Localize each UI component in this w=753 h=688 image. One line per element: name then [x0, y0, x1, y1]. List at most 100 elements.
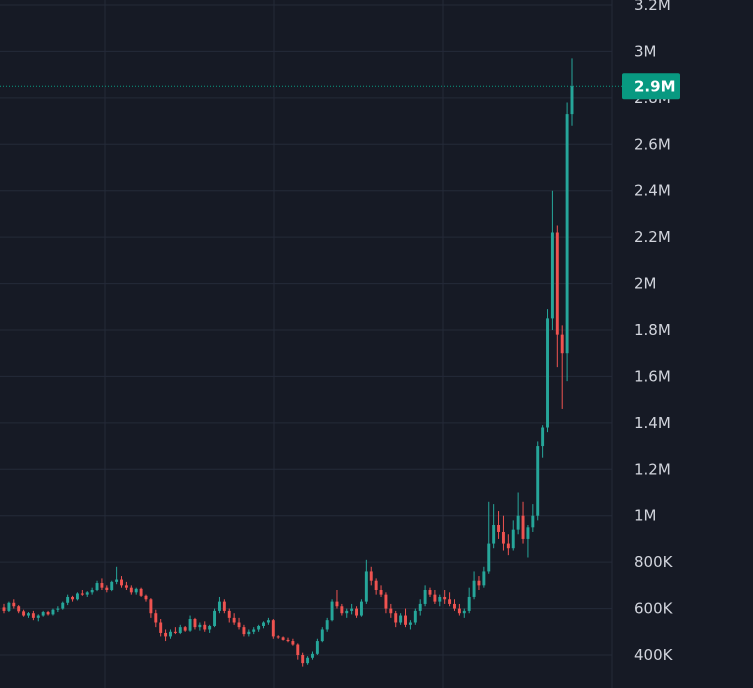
candle-body	[208, 625, 212, 630]
candle-body	[247, 631, 251, 635]
candle	[85, 591, 89, 597]
candle	[139, 587, 143, 597]
candle	[550, 190, 554, 330]
candle-body	[428, 590, 432, 595]
candle	[188, 615, 192, 632]
candle	[497, 511, 501, 539]
candle	[2, 603, 6, 614]
candle-body	[110, 581, 114, 590]
candle-body	[75, 593, 79, 600]
candle-body	[120, 579, 123, 586]
candle-body	[80, 593, 84, 595]
candle	[232, 613, 236, 625]
candle-body	[570, 86, 574, 115]
candle	[462, 608, 466, 618]
candle	[262, 621, 265, 629]
candle	[369, 566, 373, 586]
candle	[531, 504, 535, 532]
candle-body	[379, 590, 383, 595]
candle	[511, 520, 515, 551]
candle-body	[217, 601, 221, 611]
price-axis: 400K 600K 800K 1M 1.2M 1.4M 1.6M 1.8M 2M 2.2M 2.4M…	[634, 0, 674, 664]
candle	[51, 608, 55, 616]
candle-body	[467, 596, 471, 611]
candle	[399, 613, 403, 625]
candle	[492, 504, 496, 549]
candle	[311, 651, 314, 660]
candle-body	[541, 427, 545, 447]
candle-body	[418, 603, 422, 611]
y-tick-label: 1.6M	[634, 367, 671, 385]
candle-body	[188, 619, 192, 631]
candle-body	[41, 612, 45, 616]
candle-body	[149, 599, 153, 614]
candle	[213, 608, 217, 628]
candle-body	[232, 617, 236, 623]
candle	[208, 624, 212, 633]
candle-body	[222, 601, 226, 611]
candle	[428, 587, 432, 597]
candle	[203, 621, 207, 632]
grid-lines	[0, 0, 613, 688]
candle-body	[159, 622, 163, 633]
candle-body	[438, 596, 442, 602]
candle-body	[413, 610, 417, 623]
candle	[359, 599, 363, 617]
candle	[306, 656, 310, 665]
candle	[237, 617, 241, 630]
candle	[570, 58, 574, 126]
y-tick-label: 800K	[634, 553, 674, 571]
candle	[159, 619, 163, 637]
candle-body	[350, 608, 354, 611]
candle-body	[364, 571, 368, 602]
candle-body	[266, 620, 270, 623]
candle-body	[433, 594, 437, 602]
candle	[472, 571, 476, 600]
candle-body	[85, 592, 89, 595]
candle	[320, 627, 324, 643]
candle-body	[374, 580, 378, 590]
candle-body	[193, 619, 197, 628]
last-price-marker: 2.9M	[0, 73, 680, 100]
candle-body	[227, 610, 231, 618]
candle	[36, 614, 40, 622]
candle-body	[335, 601, 339, 607]
candle-body	[311, 653, 314, 658]
y-tick-label: 400K	[634, 646, 674, 664]
candle	[560, 325, 564, 409]
candle-body	[27, 613, 30, 616]
candle-body	[565, 114, 569, 354]
y-tick-label: 1.4M	[634, 414, 671, 432]
candle	[22, 609, 26, 617]
candle-body	[384, 594, 388, 609]
candle-body	[482, 571, 486, 586]
candle	[46, 610, 50, 616]
candle-body	[462, 610, 466, 614]
candle-body	[296, 644, 300, 655]
candle-body	[257, 625, 261, 630]
candle	[242, 624, 246, 637]
candle-body	[345, 610, 349, 614]
candle-body	[369, 571, 373, 581]
candle	[408, 620, 412, 630]
candle-body	[154, 613, 158, 623]
y-tick-label: 1.2M	[634, 460, 671, 478]
candle-body	[516, 515, 520, 530]
candle	[565, 102, 569, 382]
candle	[227, 608, 231, 623]
candle-body	[51, 609, 55, 615]
candle-body	[36, 615, 40, 618]
candle-body	[100, 583, 104, 588]
candle	[506, 534, 510, 556]
candle	[124, 581, 128, 590]
candle-body	[315, 641, 319, 654]
candle-body	[506, 543, 510, 549]
candle	[404, 608, 407, 628]
candle	[154, 609, 158, 628]
candle-body	[320, 629, 324, 642]
candle-body	[71, 596, 75, 600]
candle	[433, 590, 437, 604]
candle	[222, 599, 226, 614]
